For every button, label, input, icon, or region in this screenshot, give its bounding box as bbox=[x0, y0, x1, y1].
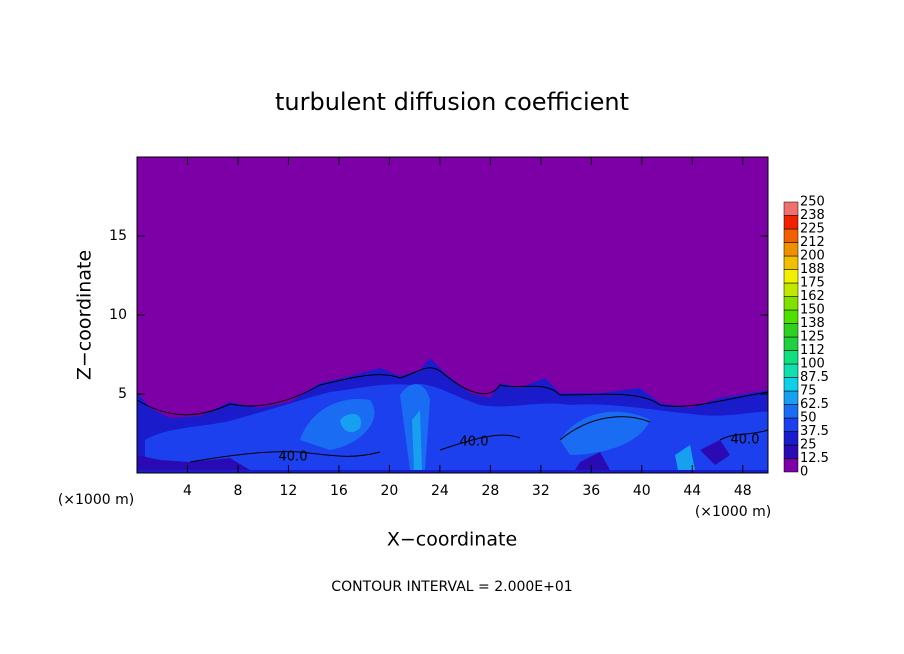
contour-label: 40.0 bbox=[279, 450, 308, 465]
colorbar-label: 238 bbox=[800, 208, 825, 223]
colorbar-label: 212 bbox=[800, 235, 825, 250]
colorbar-swatch bbox=[783, 350, 799, 365]
x-unit-label: (×1000 m) bbox=[58, 492, 134, 508]
y-tick-label: 10 bbox=[109, 307, 127, 323]
chart-title: turbulent diffusion coefficient bbox=[275, 88, 629, 116]
colorbar-label: 112 bbox=[800, 343, 825, 358]
colorbar-swatch bbox=[783, 390, 799, 405]
colorbar-label: 200 bbox=[800, 249, 825, 264]
x-tick-label: 24 bbox=[431, 483, 449, 499]
x-tick-label: 44 bbox=[683, 483, 701, 499]
colorbar-swatch bbox=[783, 336, 799, 351]
colorbar-label: 188 bbox=[800, 262, 825, 277]
colorbar-label: 175 bbox=[800, 276, 825, 291]
colorbar-swatch bbox=[783, 296, 799, 311]
colorbar-swatch bbox=[783, 215, 799, 230]
colorbar-label: 37.5 bbox=[800, 424, 829, 439]
x-tick-label: 8 bbox=[233, 483, 242, 499]
contour-line bbox=[136, 367, 769, 416]
colorbar-label: 0 bbox=[800, 465, 808, 480]
colorbar-swatch bbox=[783, 404, 799, 419]
x-axis-label: X−coordinate bbox=[387, 529, 517, 551]
x-tick-label: 20 bbox=[380, 483, 398, 499]
contour-line bbox=[719, 429, 769, 441]
colorbar-label: 87.5 bbox=[800, 370, 829, 385]
x-tick-label: 40 bbox=[633, 483, 651, 499]
colorbar-label: 125 bbox=[800, 330, 825, 345]
x-tick-label: 48 bbox=[734, 483, 752, 499]
contour-line bbox=[439, 434, 521, 451]
colorbar-swatch bbox=[783, 282, 799, 297]
y-tick-label: 5 bbox=[118, 386, 127, 402]
colorbar-label: 138 bbox=[800, 316, 825, 331]
colorbar-swatch bbox=[783, 255, 799, 270]
colorbar-swatch bbox=[783, 323, 799, 338]
colorbar-swatch bbox=[783, 201, 799, 216]
field-region bbox=[137, 440, 730, 470]
colorbar-swatch bbox=[783, 242, 799, 257]
contour-line bbox=[189, 451, 381, 463]
x-tick-label: 32 bbox=[532, 483, 550, 499]
contour-label: 40.0 bbox=[731, 433, 760, 448]
footer-note: CONTOUR INTERVAL = 2.000E+01 bbox=[331, 579, 572, 595]
colorbar-swatch bbox=[783, 444, 799, 459]
colorbar-swatch bbox=[783, 458, 799, 473]
y-axis-label: Z−coordinate bbox=[74, 250, 96, 380]
colorbar-label: 150 bbox=[800, 303, 825, 318]
colorbar-label: 162 bbox=[800, 289, 825, 304]
colorbar-swatch bbox=[783, 377, 799, 392]
colorbar-label: 75 bbox=[800, 384, 817, 399]
colorbar-swatch bbox=[783, 309, 799, 324]
colorbar-swatch bbox=[783, 363, 799, 378]
x-tick-label: 4 bbox=[183, 483, 192, 499]
contour-line bbox=[559, 416, 651, 441]
colorbar-swatch bbox=[783, 431, 799, 446]
y-tick-label: 15 bbox=[109, 228, 127, 244]
x-tick-label: 36 bbox=[582, 483, 600, 499]
colorbar-label: 62.5 bbox=[800, 397, 829, 412]
colorbar-label: 50 bbox=[800, 411, 817, 426]
colorbar-label: 100 bbox=[800, 357, 825, 372]
colorbar-swatch bbox=[783, 269, 799, 284]
x-tick-label: 28 bbox=[481, 483, 499, 499]
x-unit-label: (×1000 m) bbox=[695, 504, 771, 520]
colorbar-label: 12.5 bbox=[800, 451, 829, 466]
x-tick-label: 12 bbox=[280, 483, 298, 499]
colorbar-swatch bbox=[783, 228, 799, 243]
colorbar-swatch bbox=[783, 417, 799, 432]
x-tick-label: 16 bbox=[330, 483, 348, 499]
contour-label: 40.0 bbox=[460, 435, 489, 450]
colorbar-label: 25 bbox=[800, 438, 817, 453]
colorbar-label: 250 bbox=[800, 195, 825, 210]
colorbar-label: 225 bbox=[800, 222, 825, 237]
